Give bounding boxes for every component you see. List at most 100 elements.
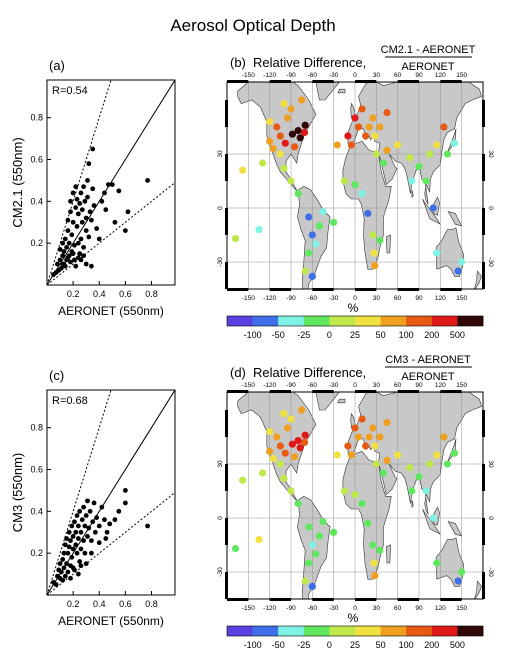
graticule: [227, 82, 483, 289]
top-dash: [397, 390, 419, 393]
data-point: [90, 146, 96, 152]
data-point: [104, 529, 110, 535]
site-marker: [433, 451, 441, 459]
bottom-dash: [269, 288, 291, 291]
top-dash: [312, 390, 334, 393]
data-point: [64, 561, 69, 567]
site-marker: [308, 541, 316, 549]
site-marker: [362, 132, 370, 140]
colorbar-label: -100: [244, 330, 262, 340]
lon-tick-label-bottom: -90: [286, 295, 296, 302]
site-marker: [239, 476, 247, 484]
lat-tick-label-left: 30: [217, 460, 224, 468]
bottom-dash: [269, 598, 291, 601]
site-marker: [287, 177, 295, 185]
colorbar-label: 200: [424, 330, 439, 340]
data-point: [77, 508, 83, 514]
data-point: [105, 182, 111, 187]
site-marker: [231, 235, 240, 243]
data-point: [116, 188, 122, 194]
one-to-one-line: [47, 80, 175, 285]
bottom-dash: [397, 288, 419, 291]
data-point: [60, 557, 66, 562]
site-marker: [276, 442, 284, 450]
indonesia-landmass: [422, 508, 442, 535]
madagascar-landmass: [385, 544, 391, 564]
site-marker: [364, 209, 372, 217]
x-tick-label: 0.8: [145, 289, 158, 299]
lon-tick-label-bottom: -90: [286, 605, 296, 612]
correlation-annotation: R=0.68: [52, 395, 88, 407]
panel-label: (b): [230, 55, 246, 70]
lon-tick-label-bottom: 90: [415, 605, 423, 612]
x-tick-label: 0.2: [67, 289, 80, 299]
lon-tick-label-top: -90: [286, 382, 296, 389]
site-marker: [294, 500, 302, 508]
top-dash: [227, 390, 249, 393]
two-to-one-line: [47, 390, 112, 595]
colorbar-swatch: [278, 626, 305, 636]
data-point: [65, 550, 71, 556]
data-point: [81, 538, 86, 544]
colorbar-label: -50: [272, 330, 285, 340]
lon-tick-label-top: 60: [394, 382, 402, 389]
site-marker: [371, 442, 379, 450]
site-marker: [269, 455, 277, 463]
data-point: [74, 196, 80, 202]
new-guinea-landmass: [447, 521, 463, 537]
site-marker: [426, 460, 434, 468]
y-tick-label: 0.2: [30, 548, 43, 558]
data-point: [83, 561, 89, 567]
lon-tick-label-top: 30: [373, 72, 381, 79]
bottom-dash: [355, 598, 377, 601]
site-marker: [290, 143, 299, 151]
site-marker: [372, 460, 380, 468]
left-dash: [225, 518, 228, 545]
lon-tick-label-top: -30: [329, 382, 339, 389]
graticule: [227, 392, 483, 599]
lon-tick-label-top: -60: [308, 382, 318, 389]
data-point: [83, 261, 89, 267]
site-marker: [369, 424, 377, 432]
site-marker: [370, 559, 378, 567]
colorbar-swatch: [431, 316, 458, 326]
x-tick-label: 0.6: [119, 289, 132, 299]
lon-tick-label-top: -120: [263, 72, 276, 79]
panel-label: (c): [49, 368, 64, 383]
colorbar-swatch: [457, 626, 484, 636]
site-marker: [266, 428, 274, 436]
site-marker: [283, 424, 292, 432]
data-point: [70, 219, 76, 225]
data-point: [89, 550, 94, 556]
lat-tick-label-left: 0: [217, 206, 224, 210]
lon-tick-label-top: -30: [329, 72, 339, 79]
data-point: [86, 525, 92, 531]
data-point: [94, 226, 100, 231]
site-marker: [308, 272, 316, 280]
right-dash: [482, 208, 485, 235]
bottom-dash: [355, 288, 377, 291]
lon-tick-label-top: 150: [456, 382, 467, 389]
lon-tick-label-bottom: -120: [263, 605, 276, 612]
site-marker: [287, 487, 295, 495]
lon-tick-label-bottom: -30: [329, 605, 339, 612]
site-marker: [371, 262, 379, 270]
data-point: [87, 209, 93, 215]
lon-tick-label-bottom: 30: [373, 295, 381, 302]
data-point: [73, 184, 79, 190]
data-point: [66, 240, 72, 246]
site-marker: [340, 177, 348, 185]
site-marker: [454, 577, 462, 585]
site-marker: [344, 442, 352, 450]
site-marker: [358, 190, 366, 198]
site-marker: [406, 464, 414, 472]
data-point: [79, 219, 85, 225]
data-point: [122, 500, 128, 506]
x-tick-label: 0.8: [145, 599, 158, 609]
lon-tick-label-top: -150: [242, 72, 255, 79]
site-marker: [408, 487, 416, 495]
data-point: [82, 523, 88, 529]
data-point: [57, 561, 63, 567]
site-marker: [340, 487, 348, 495]
